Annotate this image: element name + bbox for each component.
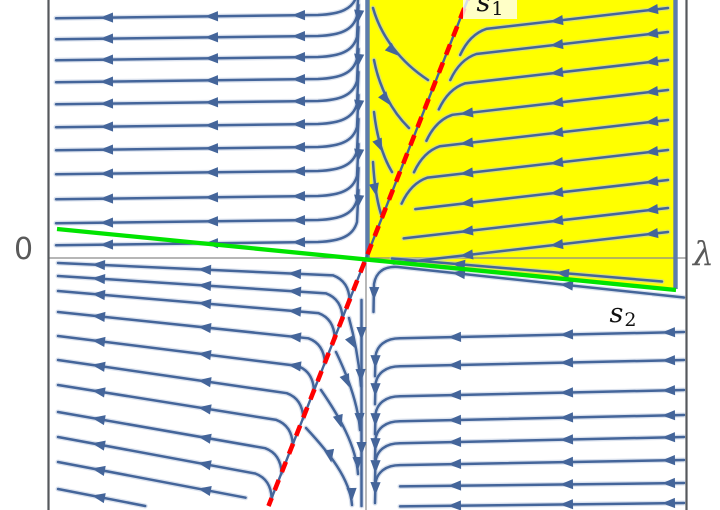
s2-label-subscript: 2 [624, 308, 637, 331]
s1-label-base: s [476, 0, 491, 18]
s1-label-subscript: 1 [491, 0, 504, 20]
origin-tick-label: 0 [14, 232, 34, 267]
x-axis-label-lambda: λ [693, 234, 714, 273]
s2-label-base: s [609, 297, 624, 329]
